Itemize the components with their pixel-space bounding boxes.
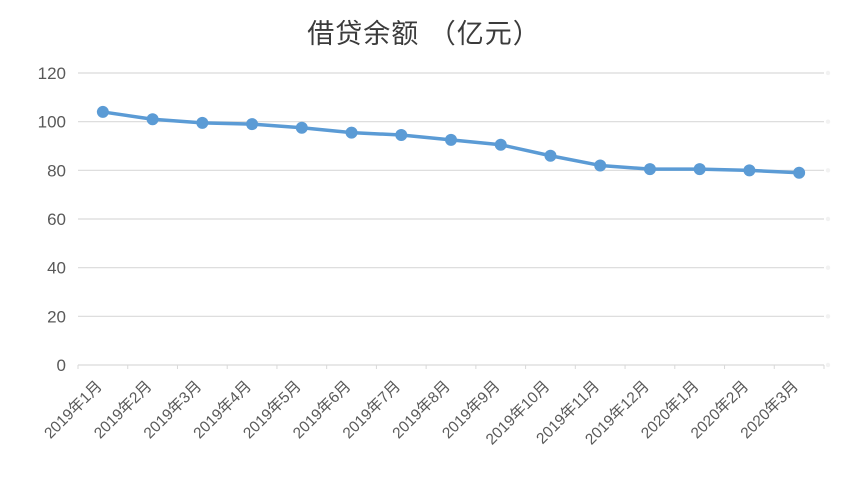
data-point-marker	[743, 164, 756, 177]
y-axis-label: 80	[47, 161, 66, 180]
y-axis-label: 100	[38, 113, 66, 132]
data-point-marker	[146, 113, 159, 126]
data-point-marker	[196, 116, 209, 129]
data-point-marker	[494, 138, 507, 151]
data-point-marker	[96, 105, 109, 118]
chart-title: 借贷余额 （亿元）	[307, 19, 541, 50]
data-point-marker	[544, 149, 557, 162]
y-axis-label: 60	[47, 210, 66, 229]
y-axis-label: 120	[38, 64, 66, 83]
data-point-marker	[395, 129, 408, 142]
y-axis-label: 0	[57, 356, 66, 375]
plot-area-wrapper: 0 20 40 60 80 100 120 2019年1月 2019年2月 2019年3月 2019…	[0, 55, 848, 500]
gridline-endcap	[825, 265, 831, 270]
gridline-endcap	[825, 362, 831, 368]
data-point-marker	[693, 163, 706, 176]
data-point-marker	[793, 166, 806, 179]
line-chart-canvas: 0204060801001202019年1月2019年2月2019年3月2019…	[38, 64, 831, 448]
data-point-marker	[295, 121, 308, 134]
y-axis-label: 20	[47, 307, 66, 326]
data-point-marker	[643, 163, 656, 176]
data-point-marker	[445, 133, 457, 146]
gridline-endcap	[825, 70, 831, 76]
data-point-marker	[246, 118, 259, 131]
gridline-endcap	[825, 314, 831, 319]
y-axis-label: 40	[47, 259, 66, 278]
gridline-endcap	[825, 168, 831, 173]
gridline-endcap	[825, 119, 831, 124]
data-point-marker	[345, 126, 358, 139]
gridline-endcap	[825, 216, 831, 222]
data-point-marker	[594, 159, 607, 172]
